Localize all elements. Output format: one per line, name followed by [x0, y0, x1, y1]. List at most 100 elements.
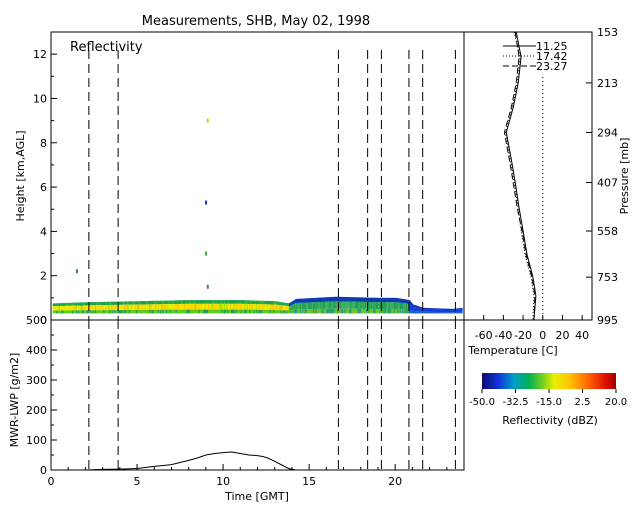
cloud-cell	[388, 302, 391, 310]
cloud-cell	[245, 309, 247, 314]
cloud-cell	[112, 310, 115, 314]
cloud-cell	[258, 300, 261, 305]
cloud-cell	[216, 309, 219, 314]
cloud-cell	[100, 301, 103, 306]
cloud-cell	[143, 301, 145, 305]
cloud-cell	[324, 297, 327, 302]
cloud-cell	[194, 309, 197, 314]
cloud-cell	[86, 310, 88, 314]
cloud-cell	[429, 309, 432, 312]
cloud-cell	[168, 300, 170, 305]
cloud-cell	[363, 308, 366, 314]
cloud-cell	[339, 301, 341, 309]
cloud-cell	[324, 301, 327, 309]
cloud-cell	[158, 309, 161, 314]
cloud-cell	[228, 300, 231, 304]
cloud-cell	[177, 303, 180, 310]
cloud-cell	[347, 308, 350, 314]
cloud-cell	[314, 297, 316, 303]
cloud-cell	[121, 304, 123, 311]
cloud-cell	[288, 306, 291, 311]
cloud-cell	[57, 310, 60, 314]
cloud-cell	[181, 309, 184, 314]
cloud-cell	[140, 301, 143, 305]
cloud-cell	[123, 301, 126, 305]
cloud-cell	[233, 300, 235, 304]
cloud-cell	[416, 311, 419, 314]
cloud-cell	[222, 300, 225, 304]
cloud-cell	[141, 309, 144, 314]
cloud-cell	[256, 300, 258, 305]
cloud-cell	[350, 301, 352, 309]
cloud-cell	[352, 308, 355, 314]
cloud-cell	[91, 302, 93, 306]
cloud-cell	[52, 310, 55, 314]
cloud-cell	[123, 310, 126, 314]
cloud-cell	[326, 308, 328, 314]
cloud-cell	[310, 302, 313, 310]
cloud-cell	[194, 303, 197, 310]
cloud-cell	[190, 303, 192, 310]
cloud-cell	[147, 309, 150, 314]
cloud-cell	[373, 308, 375, 314]
cloud-cell	[290, 305, 292, 311]
cloud-cell	[333, 301, 335, 309]
cloud-cell	[417, 306, 420, 309]
cloud-cell	[220, 309, 222, 314]
cloud-cell	[153, 304, 156, 310]
cloud-cell	[135, 301, 138, 305]
cloud-cell	[151, 309, 154, 314]
cloud-cell	[311, 309, 314, 314]
cloud-cell	[269, 301, 272, 305]
cloud-cell	[430, 308, 433, 310]
cloud-cell	[441, 312, 444, 314]
cloud-cell	[211, 303, 214, 310]
cloud-cell	[306, 302, 309, 310]
cloud-cell	[86, 305, 88, 311]
cloud-cell	[332, 296, 334, 302]
cloud-cell	[132, 304, 134, 310]
cloud-cell	[106, 301, 109, 306]
cloud-cell	[261, 309, 263, 314]
cloud-cell	[443, 308, 445, 310]
cloud-cell	[267, 309, 269, 314]
cloud-cell	[338, 296, 340, 302]
cloud-cell	[408, 299, 410, 304]
cloud-cell	[452, 308, 455, 311]
cloud-cell	[361, 301, 363, 309]
cloud-cell	[364, 297, 367, 302]
cloud-cell	[390, 302, 392, 310]
cloud-cell	[53, 303, 56, 307]
cloud-cell	[317, 308, 320, 314]
cloud-cell	[339, 308, 341, 314]
cloud-cell	[326, 301, 328, 309]
height-tick-label: 4	[40, 225, 47, 238]
cloud-cell	[114, 310, 116, 314]
cloud-cell	[421, 309, 423, 312]
cloud-cell	[230, 303, 233, 310]
cloud-cell	[252, 309, 255, 314]
cloud-cell	[165, 309, 168, 314]
cloud-cell	[421, 311, 423, 314]
cloud-cell	[414, 311, 416, 314]
cloud-cell	[63, 305, 66, 311]
cloud-cell	[171, 309, 174, 314]
cloud-cell	[139, 301, 141, 305]
cloud-cell	[126, 301, 128, 305]
cloud-cell	[108, 301, 110, 306]
cloud-cell	[349, 308, 351, 314]
cloud-cell	[238, 303, 240, 310]
cloud-cell	[69, 302, 72, 306]
cloud-cell	[122, 304, 125, 311]
cloud-cell	[159, 309, 162, 314]
cloud-cell	[302, 302, 304, 310]
cloud-cell	[163, 309, 166, 314]
cloud-cell	[177, 300, 180, 304]
cloud-cell	[309, 309, 311, 314]
pressure-tick-label: 407	[597, 176, 618, 189]
cloud-cell	[102, 305, 104, 311]
cloud-cell	[451, 308, 453, 311]
cloud-cell	[418, 311, 421, 314]
cloud-cell	[200, 303, 203, 310]
cloud-cell	[423, 307, 426, 310]
